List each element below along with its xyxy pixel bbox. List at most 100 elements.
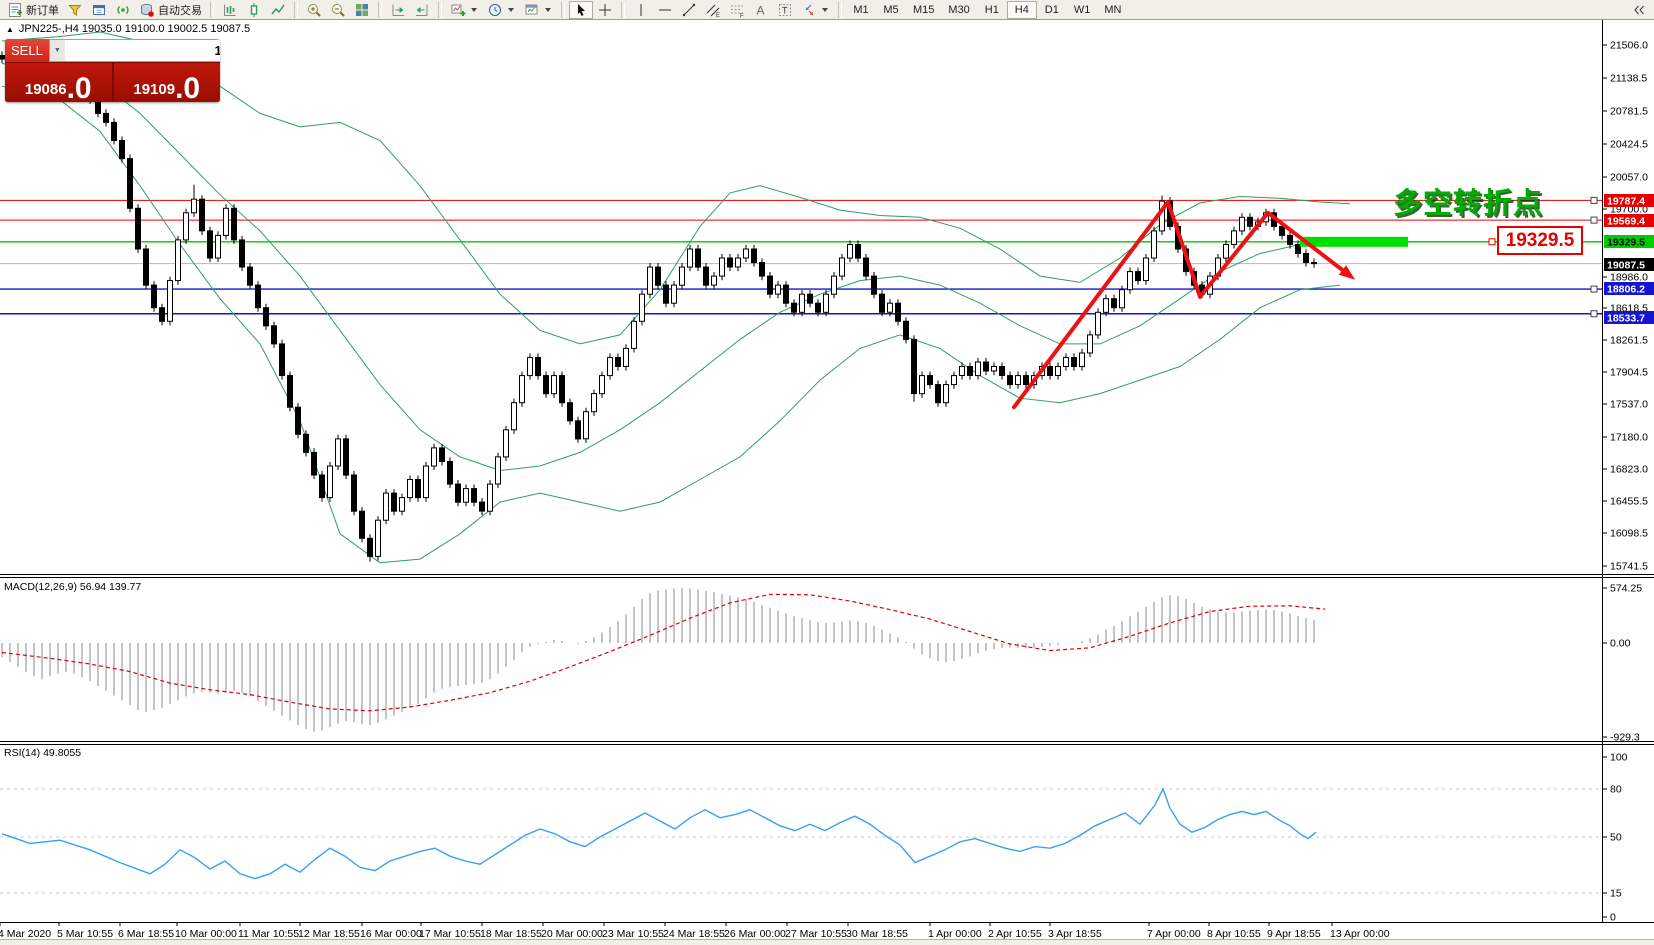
svg-text:19087.5: 19087.5 [1607,260,1645,272]
toolbar-overflow-button[interactable] [1627,1,1651,19]
indicators-add-button[interactable] [446,1,483,19]
arrows-dropdown-caret[interactable] [822,7,828,12]
tile-windows-icon [356,3,368,16]
auto-scroll-button[interactable] [410,1,434,19]
equidistant-channel-tool-button[interactable]: E [701,1,725,19]
svg-text:19329.5: 19329.5 [1607,237,1645,249]
tf-w1-button[interactable]: W1 [1067,1,1098,19]
arrow-objects-icon [805,4,814,15]
bars-chart-button[interactable] [218,1,242,19]
buy-price-main: 19109 [133,81,176,98]
volume-input[interactable] [64,40,220,61]
symbol-ohlc-text: JPN225-,H4 19035.0 19100.0 19002.5 19087… [18,23,251,35]
scroll-to-end-icon [392,4,404,16]
trendline-icon [682,3,696,16]
volume-stepper: ▼ ▲ [48,39,220,62]
new-order-button[interactable]: 新订单 [3,1,63,19]
periods-dropdown-caret[interactable] [508,7,514,12]
templates-button[interactable] [520,1,557,19]
text-label-tool-button[interactable]: T [773,1,797,19]
svg-text:19569.4: 19569.4 [1607,216,1645,228]
svg-text:27 Mar 10:55: 27 Mar 10:55 [785,928,847,940]
svg-text:23 Mar 10:55: 23 Mar 10:55 [602,928,664,940]
symbol-ohlc-line: ▲ JPN225-,H4 19035.0 19100.0 19002.5 190… [6,23,250,35]
scroll-to-end-button[interactable] [386,1,410,19]
svg-text:15741.5: 15741.5 [1610,561,1648,573]
sell-button[interactable]: SELL [5,39,49,62]
crosshair-tool-button[interactable] [593,1,617,19]
text-tool-button[interactable]: A [749,1,773,19]
trendline-tool-button[interactable] [677,1,701,19]
svg-text:16 Mar 00:00: 16 Mar 00:00 [360,928,422,940]
tf-m15-button[interactable]: M15 [906,1,941,19]
svg-text:1 Apr 00:00: 1 Apr 00:00 [928,928,982,940]
navigator-button[interactable] [111,1,135,19]
svg-text:24 Mar 18:55: 24 Mar 18:55 [663,928,725,940]
navigator-icon [117,5,129,14]
toolbar-separator [438,1,442,18]
svg-text:13 Apr 00:00: 13 Apr 00:00 [1330,928,1390,940]
svg-text:100: 100 [1610,752,1628,764]
fibonacci-tool-button[interactable]: F [725,1,749,19]
cursor-tool-button[interactable] [569,0,593,19]
zoom-out-icon [332,3,345,17]
svg-text:4 Mar 2020: 4 Mar 2020 [0,928,51,940]
templates-icon [525,4,538,14]
volume-decrease-button[interactable]: ▼ [49,40,65,61]
indicators-dropdown-caret[interactable] [471,7,477,12]
svg-text:16098.5: 16098.5 [1610,528,1648,540]
svg-text:7 Apr 00:00: 7 Apr 00:00 [1147,928,1201,940]
svg-text:16823.0: 16823.0 [1610,464,1648,476]
svg-text:17904.5: 17904.5 [1610,367,1648,379]
autotrading-icon [141,3,154,17]
tf-mn-button[interactable]: MN [1097,1,1128,19]
templates-dropdown-caret[interactable] [545,7,551,12]
tf-m1-button[interactable]: M1 [846,1,876,19]
toolbar-separator [378,1,382,18]
buy-price-cell[interactable]: 19109 .0 [113,63,220,102]
tf-m30-button[interactable]: M30 [941,1,976,19]
svg-text:0.00: 0.00 [1610,638,1631,650]
arrow-objects-tool-button[interactable] [797,1,834,19]
tf-h1-button[interactable]: H1 [977,1,1007,19]
turning-point-annotation[interactable]: 多空转折点 [1393,188,1544,220]
svg-text:17180.0: 17180.0 [1610,432,1648,444]
svg-text:17 Mar 10:55: 17 Mar 10:55 [419,928,481,940]
line-chart-button[interactable] [266,1,290,19]
data-window-icon [93,4,105,15]
svg-text:18806.2: 18806.2 [1607,284,1645,296]
tf-h4-button[interactable]: H4 [1006,0,1037,19]
window-bottom-strip [0,939,1654,945]
collapse-triangle-icon[interactable]: ▲ [6,24,14,34]
timeframe-toolbar: M1 M5 M15 M30 H1 H4 D1 W1 MN [846,0,1128,19]
svg-text:E: E [716,13,720,18]
zoom-out-button[interactable] [326,1,350,19]
horizontal-line-tool-button[interactable] [653,1,677,19]
autotrading-button[interactable]: 自动交易 [135,1,206,19]
candlestick-chart-button[interactable] [242,1,266,19]
svg-text:-929.3: -929.3 [1610,732,1640,744]
vertical-line-tool-button[interactable] [629,1,653,19]
cursor-icon [578,3,585,16]
new-order-icon [9,2,22,17]
svg-text:20424.5: 20424.5 [1610,139,1648,151]
tf-m5-button[interactable]: M5 [876,1,906,19]
zoom-in-button[interactable] [302,1,326,19]
data-window-button[interactable] [87,1,111,19]
svg-text:11 Mar 10:55: 11 Mar 10:55 [238,928,299,940]
market-watch-button[interactable] [63,1,87,19]
svg-text:17537.0: 17537.0 [1610,399,1648,411]
sell-price-cell[interactable]: 19086 .0 [5,63,112,102]
svg-text:80: 80 [1610,784,1622,796]
svg-text:18533.7: 18533.7 [1607,313,1645,325]
crosshair-icon [599,3,611,16]
trade-panel-top-row: SELL ▼ ▲ BUY [5,39,220,62]
svg-text:2 Apr 10:55: 2 Apr 10:55 [988,928,1042,940]
svg-text:A: A [757,3,765,17]
tile-windows-button[interactable] [350,1,374,19]
tf-d1-button[interactable]: D1 [1037,1,1067,19]
periods-clock-button[interactable] [483,1,520,19]
price-callout-box[interactable]: 19329.5 [1497,226,1583,255]
